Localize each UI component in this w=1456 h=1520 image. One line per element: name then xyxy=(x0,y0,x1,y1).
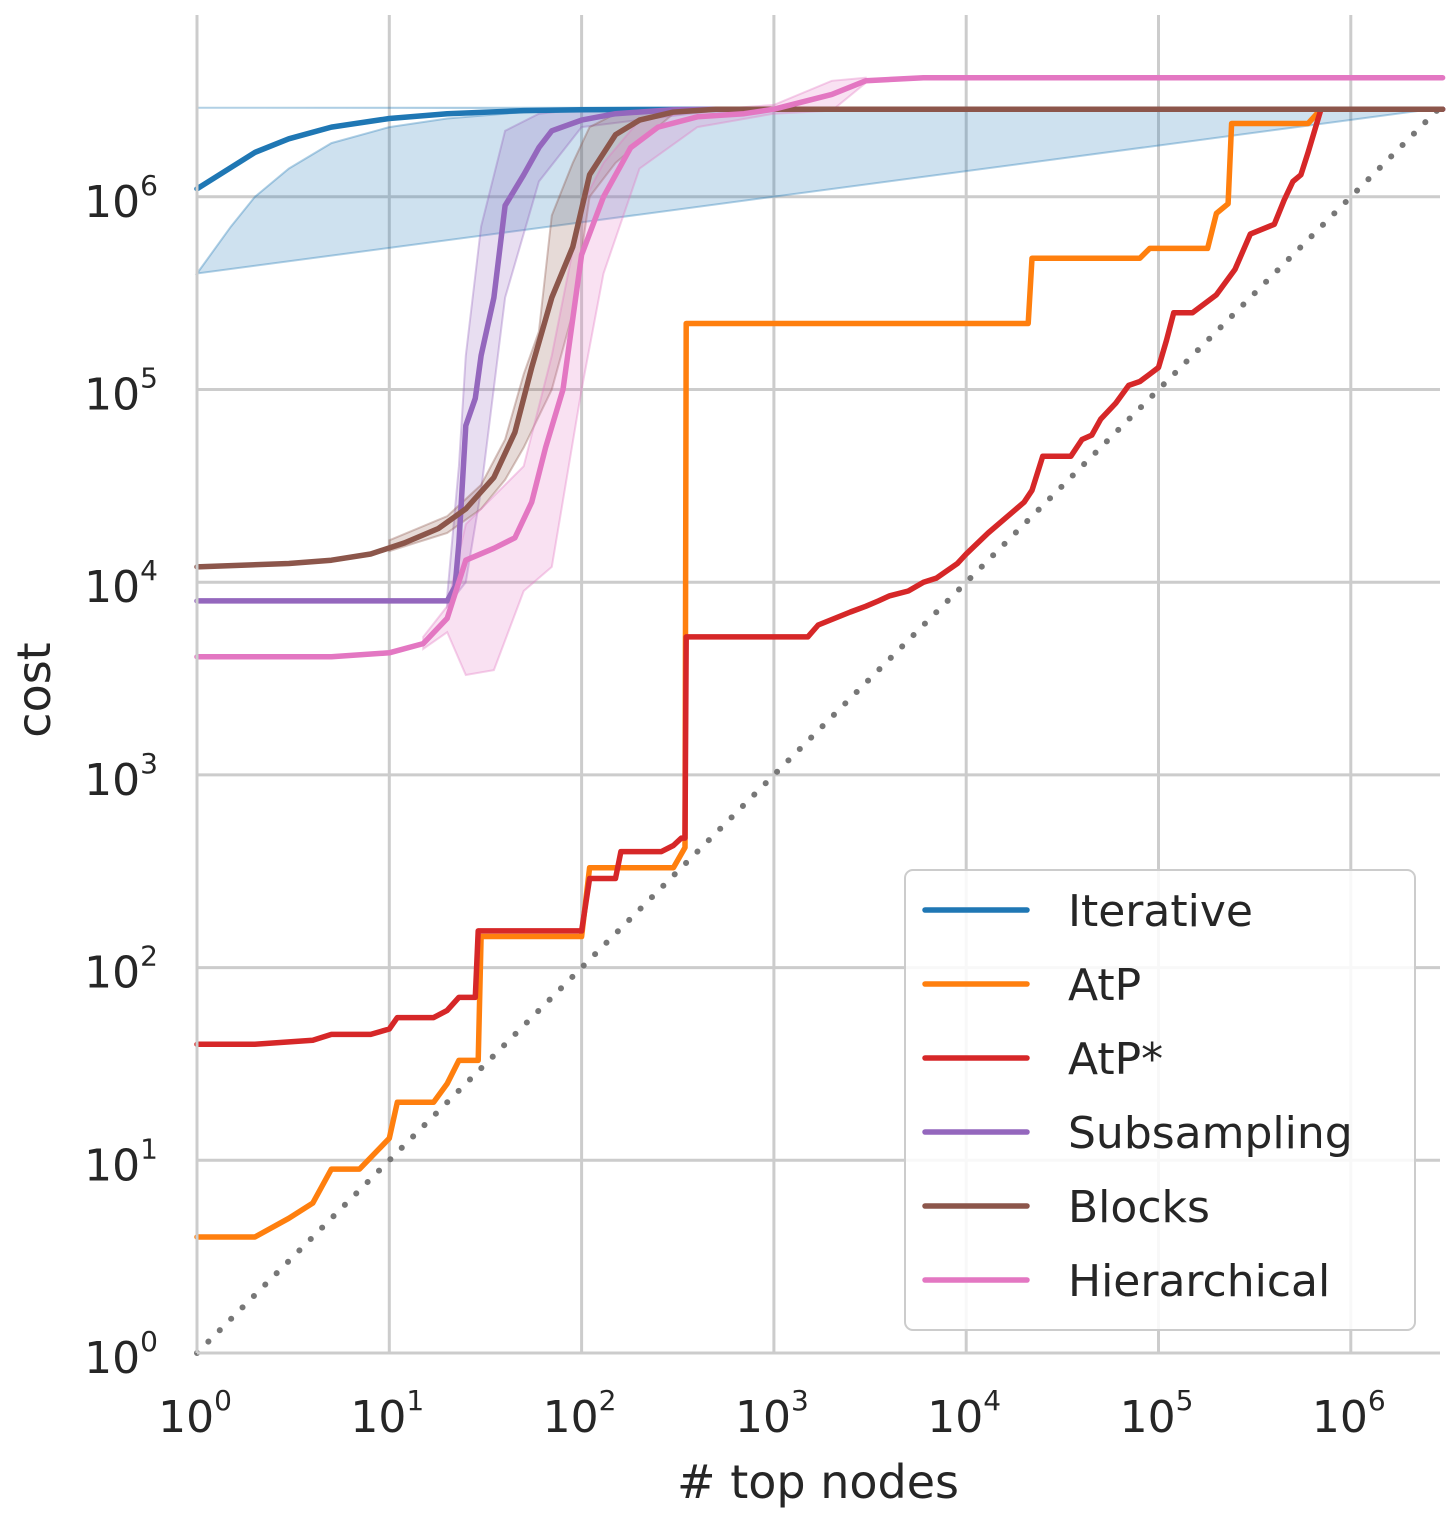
blocks-line xyxy=(194,106,1446,570)
x-tick-label: 104 xyxy=(927,1384,1001,1443)
legend-label: AtP xyxy=(1068,960,1141,1011)
y-tick-label: 100 xyxy=(84,1325,158,1384)
series-lines xyxy=(194,74,1446,1240)
y-tick-label: 101 xyxy=(84,1132,158,1191)
legend-label: AtP* xyxy=(1068,1034,1163,1085)
legend-item: AtP* xyxy=(922,1034,1163,1085)
legend-label: Hierarchical xyxy=(1068,1256,1330,1307)
x-tick-label: 102 xyxy=(543,1384,617,1443)
confidence-bands xyxy=(194,76,1443,677)
x-tick-label: 100 xyxy=(158,1384,232,1443)
y-tick-labels: 100 101 102 103 104 105 106 xyxy=(84,169,158,1384)
legend-item: Blocks xyxy=(922,1182,1210,1233)
legend-item: Subsampling xyxy=(922,1108,1353,1159)
legend-item: AtP xyxy=(922,960,1141,1011)
y-tick-label: 102 xyxy=(84,940,158,999)
x-tick-labels: 100 101 102 103 104 105 106 xyxy=(158,1384,1386,1443)
y-tick-label: 103 xyxy=(84,747,158,806)
x-tick-label: 106 xyxy=(1312,1384,1386,1443)
grid xyxy=(195,15,1440,1355)
legend-item: Hierarchical xyxy=(922,1256,1330,1307)
hierarchical-line xyxy=(194,74,1446,660)
legend-label: Iterative xyxy=(1068,886,1253,937)
iterative-confidence-band xyxy=(194,106,1443,275)
axes-spines xyxy=(195,15,1440,1355)
subsampling-line xyxy=(194,106,1446,604)
y-tick-label: 105 xyxy=(84,362,158,421)
legend-frame xyxy=(904,869,1416,1331)
atp-star-line xyxy=(194,106,1446,1048)
x-tick-label: 101 xyxy=(350,1384,424,1443)
legend-item: Iterative xyxy=(922,886,1253,937)
y-tick-label: 104 xyxy=(84,554,158,613)
legend: Iterative AtP AtP* Subsampling Blocks Hierarc… xyxy=(904,869,1416,1331)
y-tick-label: 106 xyxy=(84,169,158,228)
legend-label: Blocks xyxy=(1068,1182,1210,1233)
x-tick-label: 103 xyxy=(735,1384,809,1443)
x-axis-title: # top nodes xyxy=(677,1455,959,1509)
x-tick-label: 105 xyxy=(1120,1384,1194,1443)
y-axis-title: cost xyxy=(7,642,61,737)
legend-label: Subsampling xyxy=(1068,1108,1353,1159)
